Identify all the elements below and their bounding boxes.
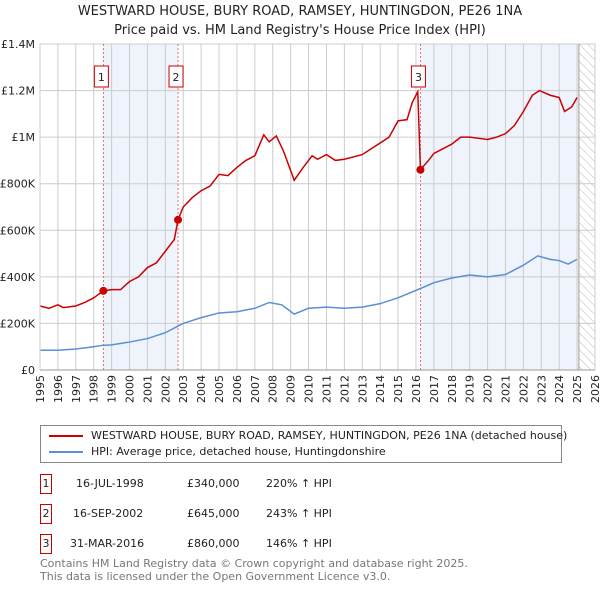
x-tick-label: 2022 <box>517 375 530 403</box>
x-tick-label: 2008 <box>267 375 280 403</box>
transaction-price: £645,000 <box>187 507 240 520</box>
transaction-hpi: 146% ↑ HPI <box>266 537 332 550</box>
x-tick-label: 1995 <box>34 375 47 403</box>
y-tick-label: £1.2M <box>1 85 35 98</box>
shaded-period <box>420 44 578 370</box>
x-tick-label: 2004 <box>195 375 208 403</box>
sale-point <box>99 286 108 295</box>
x-tick-label: 2009 <box>285 375 298 403</box>
chart-subtitle: Price paid vs. HM Land Registry's House … <box>114 23 486 38</box>
transaction-number: 2 <box>40 504 52 524</box>
chart-legend: WESTWARD HOUSE, BURY ROAD, RAMSEY, HUNTI… <box>40 425 567 463</box>
forecast-hatch <box>578 44 595 370</box>
x-tick-label: 2023 <box>535 375 548 403</box>
transaction-date: 31-MAR-2016 <box>70 537 145 550</box>
y-tick-label: £0 <box>21 364 35 377</box>
x-tick-label: 1999 <box>106 375 119 403</box>
x-tick-label: 2016 <box>410 375 423 403</box>
sale-label-box <box>168 65 184 88</box>
x-tick-label: 2007 <box>249 375 262 403</box>
shaded-period <box>103 44 179 370</box>
transaction-hpi: 243% ↑ HPI <box>266 507 332 520</box>
price-chart: 1995 1996 1997 1998 1999 2000 2001 2002 2003 2004… <box>0 38 600 403</box>
y-tick-label: £400K <box>0 271 36 284</box>
footer: Contains HM Land Registry data © Crown c… <box>40 557 468 583</box>
x-tick-label: 2014 <box>374 375 387 403</box>
x-tick-label: 2012 <box>338 375 351 403</box>
footer-line-1: Contains HM Land Registry data © Crown c… <box>40 557 468 570</box>
sale-label: 3 <box>415 71 422 84</box>
x-tick-label: 1997 <box>70 375 83 403</box>
x-tick-label: 2005 <box>213 375 226 403</box>
x-tick-label: 2020 <box>482 375 495 403</box>
x-tick-label: 2017 <box>428 375 441 403</box>
x-tick-label: 2019 <box>464 375 477 403</box>
y-tick-label: £200K <box>0 317 36 330</box>
x-tick-label: 2002 <box>159 375 172 403</box>
property-price-line <box>39 88 578 310</box>
sale-label-box <box>93 65 109 88</box>
x-tick-label: 2021 <box>499 375 512 403</box>
x-tick-label: 1998 <box>88 375 101 403</box>
x-tick-label: 2000 <box>124 375 137 403</box>
property-legend-swatch <box>49 435 83 437</box>
x-tick-label: 2003 <box>177 375 190 403</box>
hpi-line <box>40 255 578 351</box>
x-tick-label: 2025 <box>571 375 584 403</box>
x-tick-label: 2011 <box>320 375 333 403</box>
transaction-number: 1 <box>40 474 52 494</box>
transaction-price: £860,000 <box>187 537 240 550</box>
x-tick-label: 2001 <box>141 375 154 403</box>
chart-title: WESTWARD HOUSE, BURY ROAD, RAMSEY, HUNTI… <box>77 4 523 19</box>
transaction-date: 16-JUL-1998 <box>76 477 144 490</box>
y-tick-label: £800K <box>0 178 36 191</box>
x-tick-label: 2024 <box>553 375 566 403</box>
sale-label: 2 <box>173 71 180 84</box>
sale-point <box>416 165 425 174</box>
y-tick-label: £1M <box>12 131 36 144</box>
x-tick-label: 2018 <box>446 375 459 403</box>
sale-label: 1 <box>98 71 105 84</box>
transaction-date: 16-SEP-2002 <box>73 507 144 520</box>
legend-property: WESTWARD HOUSE, BURY ROAD, RAMSEY, HUNTI… <box>91 429 568 442</box>
footer-line-2: This data is licensed under the Open Gov… <box>40 570 391 583</box>
y-tick-label: £600K <box>0 224 36 237</box>
x-tick-label: 2013 <box>356 375 369 403</box>
transaction-number: 3 <box>40 534 52 554</box>
legend-hpi: HPI: Average price, detached house, Hunt… <box>91 445 386 458</box>
x-tick-label: 2015 <box>392 375 405 403</box>
transaction-price: £340,000 <box>187 477 240 490</box>
x-tick-label: 1996 <box>52 375 65 403</box>
x-tick-label: 2026 <box>589 375 600 403</box>
transaction-hpi: 220% ↑ HPI <box>266 477 332 490</box>
y-tick-label: £1.4M <box>1 38 35 51</box>
sale-label-box <box>410 65 426 88</box>
hpi-legend-swatch <box>49 451 83 453</box>
x-tick-label: 2010 <box>303 375 316 403</box>
sale-point <box>174 215 183 224</box>
x-tick-label: 2006 <box>231 375 244 403</box>
